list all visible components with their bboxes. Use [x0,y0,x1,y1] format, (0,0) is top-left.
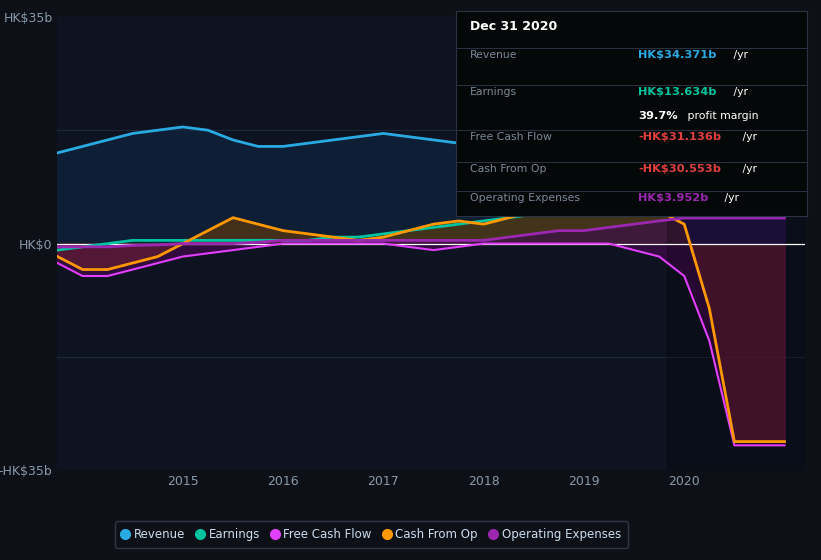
Text: Dec 31 2020: Dec 31 2020 [470,20,557,34]
Text: Cash From Op: Cash From Op [470,165,546,175]
Text: /yr: /yr [730,50,748,60]
Text: profit margin: profit margin [684,111,759,122]
Text: Revenue: Revenue [470,50,517,60]
Text: /yr: /yr [739,132,757,142]
Legend: Revenue, Earnings, Free Cash Flow, Cash From Op, Operating Expenses: Revenue, Earnings, Free Cash Flow, Cash … [115,521,628,548]
Text: Earnings: Earnings [470,87,517,97]
Text: HK$13.634b: HK$13.634b [639,87,717,97]
Text: HK$34.371b: HK$34.371b [639,50,717,60]
Text: -HK$31.136b: -HK$31.136b [639,132,722,142]
Text: Free Cash Flow: Free Cash Flow [470,132,552,142]
Text: /yr: /yr [730,87,748,97]
Text: Operating Expenses: Operating Expenses [470,193,580,203]
Text: HK$3.952b: HK$3.952b [639,193,709,203]
Text: /yr: /yr [739,165,757,175]
Text: -HK$30.553b: -HK$30.553b [639,165,722,175]
Text: 39.7%: 39.7% [639,111,678,122]
Bar [667,17,805,470]
Text: /yr: /yr [721,193,739,203]
